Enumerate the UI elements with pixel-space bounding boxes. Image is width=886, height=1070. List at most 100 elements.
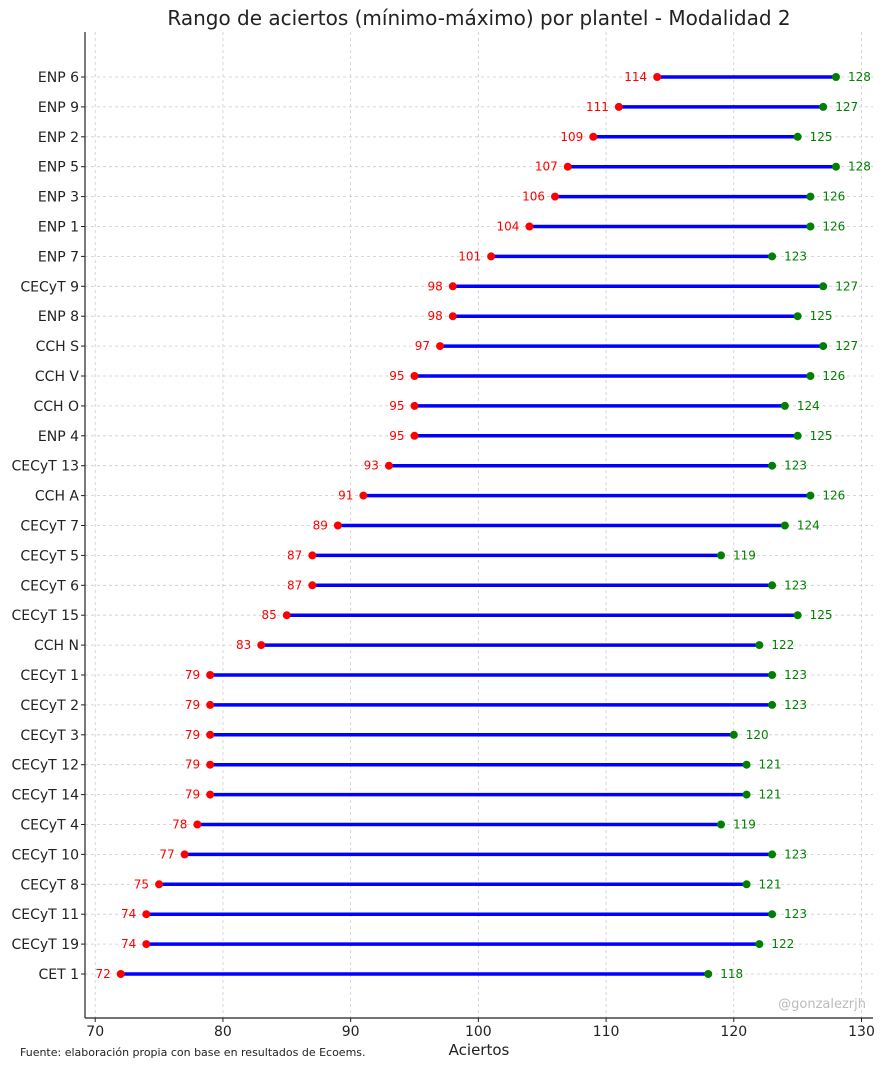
max-point <box>742 790 751 799</box>
max-label: 128 <box>848 70 871 84</box>
max-label: 125 <box>810 309 833 323</box>
max-label: 123 <box>784 249 807 263</box>
min-point <box>308 551 317 560</box>
min-point <box>550 192 559 201</box>
max-label: 123 <box>784 847 807 861</box>
min-label: 89 <box>313 519 328 533</box>
y-tick-label: CECyT 11 <box>12 907 80 923</box>
watermark: @gonzalezrjh <box>778 997 866 1012</box>
y-tick-label: CCH S <box>36 339 80 355</box>
min-label: 72 <box>95 967 110 981</box>
min-point <box>206 730 215 739</box>
max-point <box>806 222 815 231</box>
min-label: 75 <box>134 877 149 891</box>
y-tick-label: CECyT 2 <box>20 698 79 714</box>
max-point <box>704 970 713 978</box>
min-point <box>206 671 215 679</box>
footnote: Fuente: elaboración propia con base en r… <box>20 1046 366 1059</box>
min-point <box>448 312 457 321</box>
max-point <box>806 192 815 201</box>
min-label: 79 <box>185 788 200 802</box>
max-label: 119 <box>733 548 756 562</box>
y-tick-label: CECyT 8 <box>20 877 79 893</box>
max-point <box>831 162 840 171</box>
chart-title: Rango de aciertos (mínimo-máximo) por pl… <box>167 6 790 30</box>
x-tick-label: 70 <box>86 1024 104 1040</box>
min-point <box>384 461 393 470</box>
min-label: 104 <box>497 220 520 234</box>
max-point <box>768 671 777 679</box>
max-label: 127 <box>835 339 858 353</box>
max-label: 123 <box>784 907 807 921</box>
min-point <box>410 372 419 380</box>
min-point <box>448 282 457 291</box>
min-label: 79 <box>185 728 200 742</box>
max-label: 125 <box>810 608 833 622</box>
y-tick-label: CECyT 4 <box>20 818 79 834</box>
max-point <box>742 880 751 889</box>
max-point <box>742 760 751 769</box>
max-point <box>819 102 828 111</box>
min-point <box>206 700 215 709</box>
max-point <box>793 312 802 321</box>
min-point <box>142 910 151 919</box>
y-tick-label: CECyT 7 <box>20 519 79 535</box>
max-point <box>819 342 828 351</box>
y-tick-label: ENP 2 <box>38 130 79 146</box>
min-point <box>333 521 342 530</box>
max-label: 127 <box>835 100 858 114</box>
marks: 114 128 111 127 109 125 107 128 106 126 104 126 101 1… <box>95 70 870 981</box>
y-tick-label: CECyT 13 <box>12 459 80 475</box>
min-point <box>116 970 125 978</box>
x-tick-label: 110 <box>593 1024 620 1040</box>
min-point <box>308 581 317 590</box>
max-label: 123 <box>784 459 807 473</box>
y-tick-label: CECyT 9 <box>20 279 79 295</box>
y-tick-label: CECyT 10 <box>12 847 80 863</box>
min-label: 79 <box>185 758 200 772</box>
max-label: 120 <box>746 728 769 742</box>
max-label: 122 <box>771 638 794 652</box>
min-point <box>193 820 202 829</box>
max-point <box>768 581 777 590</box>
min-point <box>487 252 496 261</box>
max-point <box>819 282 828 291</box>
y-tick-label: CECyT 12 <box>12 758 80 774</box>
min-label: 78 <box>172 818 187 832</box>
min-point <box>282 611 291 620</box>
y-tick-label: ENP 1 <box>38 220 79 236</box>
min-label: 93 <box>364 459 379 473</box>
y-tick-label: ENP 9 <box>38 100 79 116</box>
y-tick-label: CECyT 19 <box>12 937 80 953</box>
max-label: 121 <box>759 788 782 802</box>
y-tick-label: ENP 3 <box>38 190 79 206</box>
max-label: 122 <box>771 937 794 951</box>
max-label: 123 <box>784 578 807 592</box>
max-label: 126 <box>822 190 845 204</box>
max-label: 128 <box>848 160 871 174</box>
x-tick-label: 90 <box>342 1024 360 1040</box>
min-point <box>525 222 534 231</box>
max-label: 126 <box>822 489 845 503</box>
max-point <box>729 730 738 739</box>
max-label: 127 <box>835 279 858 293</box>
min-point <box>410 401 419 410</box>
max-label: 119 <box>733 818 756 832</box>
y-tick-label: CCH V <box>35 369 80 385</box>
min-label: 106 <box>522 190 545 204</box>
y-tick-label: CET 1 <box>38 967 79 983</box>
max-point <box>717 820 726 829</box>
max-label: 121 <box>759 758 782 772</box>
min-label: 87 <box>287 578 302 592</box>
min-label: 98 <box>428 309 443 323</box>
min-point <box>142 940 151 949</box>
y-tick-label: ENP 5 <box>38 160 79 176</box>
x-tick-label: 130 <box>848 1024 875 1040</box>
y-tick-label: ENP 6 <box>38 70 79 86</box>
max-label: 125 <box>810 130 833 144</box>
max-point <box>793 132 802 141</box>
min-point <box>410 431 419 440</box>
y-tick-label: CECyT 6 <box>20 578 79 594</box>
min-label: 98 <box>428 279 443 293</box>
min-label: 107 <box>535 160 558 174</box>
